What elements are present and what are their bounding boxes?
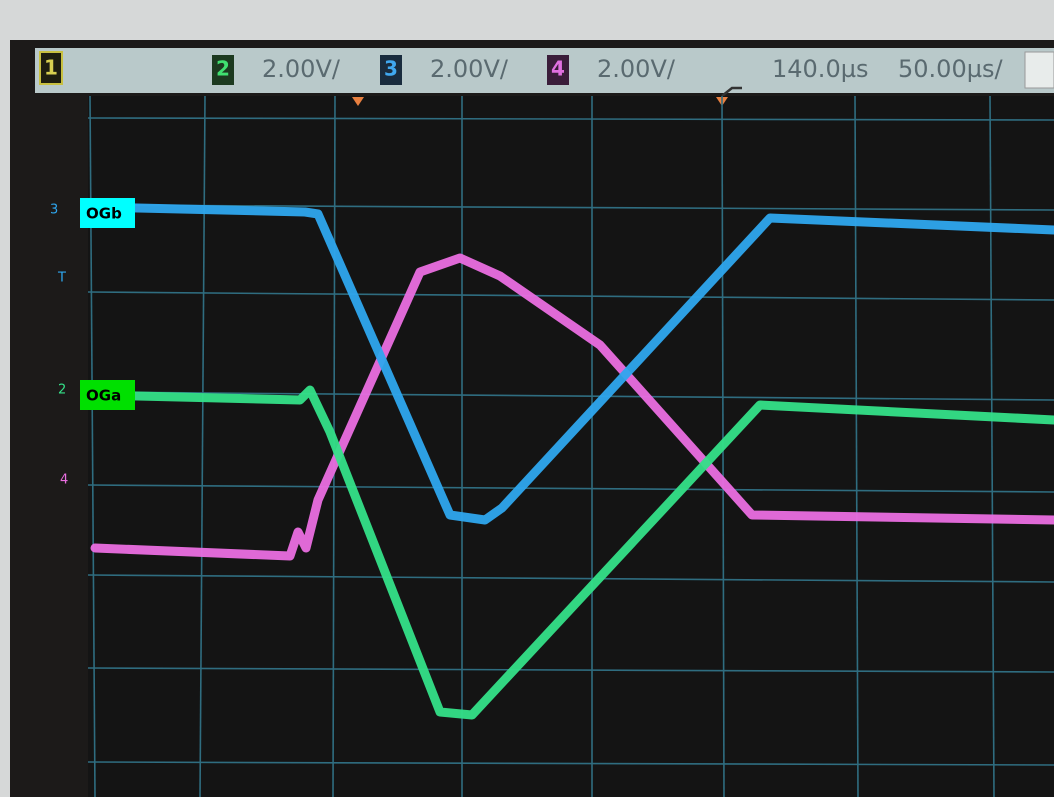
channel-marker: 4	[60, 473, 68, 488]
channel-scale: 2.00V/	[430, 55, 509, 83]
trace-ch3	[90, 202, 1054, 525]
channel-marker: 2	[58, 383, 66, 398]
channel-box	[212, 55, 234, 85]
channel-number: 1	[44, 56, 58, 80]
menu-box	[1024, 51, 1054, 89]
trace-ch2	[90, 385, 1054, 720]
channel-number: 4	[551, 57, 565, 81]
trigger-time: 140.0µs	[772, 55, 868, 83]
channel-scale: 2.00V/	[262, 55, 341, 83]
marker	[352, 97, 364, 106]
channel-box	[380, 55, 402, 85]
channel-box	[39, 51, 63, 85]
trigger-icon	[721, 86, 742, 97]
trace-label: OGa	[86, 387, 121, 405]
label-box	[80, 380, 135, 410]
trace-ch4	[90, 253, 1054, 561]
trigger-marker: T	[57, 271, 66, 286]
status-bar	[35, 48, 1054, 93]
channel-box	[547, 55, 569, 85]
label-box	[80, 198, 135, 228]
time-scale: 50.00µs/	[898, 55, 1003, 83]
channel-number: 3	[384, 57, 398, 81]
display	[88, 96, 1054, 797]
trace-label: OGb	[86, 205, 122, 223]
channel-marker: 3	[50, 203, 58, 218]
channel-number: 2	[216, 57, 230, 81]
channel-scale: 2.00V/	[597, 55, 676, 83]
